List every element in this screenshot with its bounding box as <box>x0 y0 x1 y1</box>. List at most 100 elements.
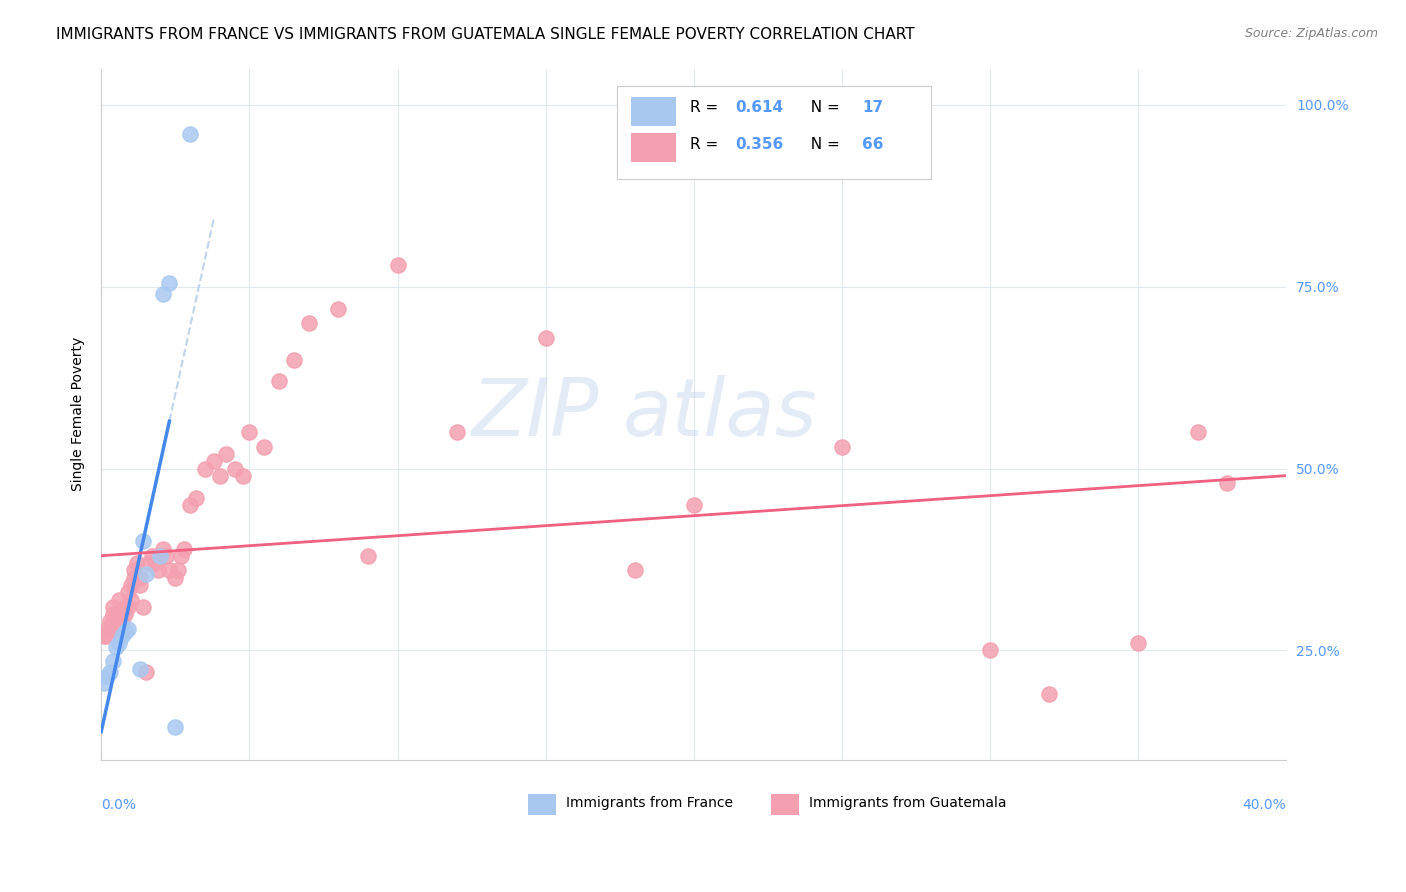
Point <box>283 352 305 367</box>
Point <box>149 549 172 563</box>
Point <box>111 615 134 629</box>
Point <box>101 599 124 614</box>
Point <box>105 615 128 629</box>
Point <box>623 564 645 578</box>
Text: Immigrants from Guatemala: Immigrants from Guatemala <box>808 797 1007 810</box>
Point <box>105 640 128 654</box>
Point <box>128 571 150 585</box>
Text: N =: N = <box>800 101 844 115</box>
Point <box>167 564 190 578</box>
Point <box>117 622 139 636</box>
FancyBboxPatch shape <box>770 794 800 815</box>
Point <box>1216 476 1239 491</box>
Text: 0.0%: 0.0% <box>101 797 136 812</box>
FancyBboxPatch shape <box>527 794 557 815</box>
Text: N =: N = <box>800 137 844 152</box>
Point <box>93 676 115 690</box>
Point <box>152 287 174 301</box>
Point <box>98 665 121 680</box>
Point <box>117 599 139 614</box>
Point <box>179 498 201 512</box>
Point <box>117 585 139 599</box>
Point <box>138 556 160 570</box>
Point <box>170 549 193 563</box>
Point <box>128 662 150 676</box>
Point <box>387 258 409 272</box>
Point <box>108 615 131 629</box>
Point <box>98 615 121 629</box>
Point <box>125 556 148 570</box>
Point <box>831 440 853 454</box>
Text: Source: ZipAtlas.com: Source: ZipAtlas.com <box>1244 27 1378 40</box>
Point <box>114 607 136 621</box>
Point <box>157 564 180 578</box>
Point <box>328 301 350 316</box>
Point <box>96 622 118 636</box>
Point <box>128 578 150 592</box>
Point <box>298 316 321 330</box>
Point <box>1038 687 1060 701</box>
Point <box>253 440 276 454</box>
Point <box>114 625 136 640</box>
Point <box>267 375 290 389</box>
Point <box>238 425 260 440</box>
Point <box>114 599 136 614</box>
Point <box>98 622 121 636</box>
Point <box>146 564 169 578</box>
Point <box>96 629 118 643</box>
Point <box>173 541 195 556</box>
Text: R =: R = <box>690 137 724 152</box>
Point <box>122 564 145 578</box>
Point <box>224 461 246 475</box>
Point <box>149 549 172 563</box>
Point <box>131 534 153 549</box>
Text: Immigrants from France: Immigrants from France <box>565 797 733 810</box>
Point <box>157 276 180 290</box>
Point <box>165 720 187 734</box>
Text: 0.614: 0.614 <box>735 101 783 115</box>
Point <box>122 571 145 585</box>
Text: 0.356: 0.356 <box>735 137 783 152</box>
Point <box>141 549 163 563</box>
Point <box>165 571 187 585</box>
FancyBboxPatch shape <box>631 97 676 126</box>
Point <box>101 607 124 621</box>
Point <box>105 622 128 636</box>
FancyBboxPatch shape <box>631 133 676 161</box>
Point <box>194 461 217 475</box>
Point <box>93 629 115 643</box>
Point <box>143 556 166 570</box>
Point <box>135 665 157 680</box>
Text: atlas: atlas <box>623 375 817 453</box>
FancyBboxPatch shape <box>617 86 931 179</box>
Point <box>131 599 153 614</box>
Point <box>155 549 177 563</box>
Point <box>120 578 142 592</box>
Point <box>184 491 207 505</box>
Point <box>682 498 704 512</box>
Point <box>979 643 1001 657</box>
Point <box>1128 636 1150 650</box>
Text: 40.0%: 40.0% <box>1243 797 1286 812</box>
Point <box>111 607 134 621</box>
Point <box>101 615 124 629</box>
Y-axis label: Single Female Poverty: Single Female Poverty <box>72 337 86 491</box>
Text: 17: 17 <box>862 101 883 115</box>
Point <box>446 425 468 440</box>
Point <box>152 541 174 556</box>
Point <box>96 669 118 683</box>
Point <box>357 549 380 563</box>
Point <box>179 127 201 141</box>
Point <box>215 447 238 461</box>
Text: IMMIGRANTS FROM FRANCE VS IMMIGRANTS FROM GUATEMALA SINGLE FEMALE POVERTY CORREL: IMMIGRANTS FROM FRANCE VS IMMIGRANTS FRO… <box>56 27 915 42</box>
Point <box>120 592 142 607</box>
Point <box>108 592 131 607</box>
Point <box>1187 425 1209 440</box>
Text: R =: R = <box>690 101 724 115</box>
Text: 66: 66 <box>862 137 883 152</box>
Point <box>105 607 128 621</box>
Point <box>135 567 157 582</box>
Point <box>534 331 557 345</box>
Point <box>202 454 225 468</box>
Point <box>208 469 231 483</box>
